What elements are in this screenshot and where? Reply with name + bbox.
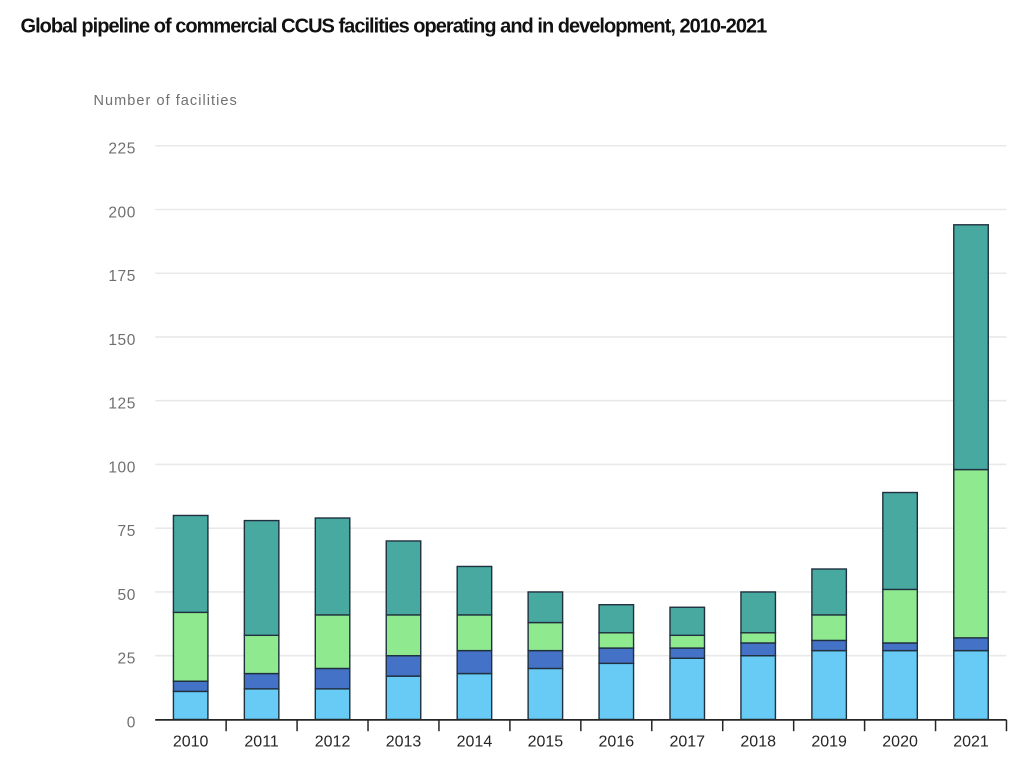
svg-text:2012: 2012 xyxy=(315,734,351,751)
svg-text:75: 75 xyxy=(118,523,136,540)
svg-text:2011: 2011 xyxy=(244,734,279,751)
svg-text:100: 100 xyxy=(108,459,136,476)
svg-text:2014: 2014 xyxy=(457,734,493,751)
svg-text:225: 225 xyxy=(108,141,136,158)
svg-text:Number of facilities: Number of facilities xyxy=(94,93,238,109)
svg-text:Global pipeline of commercial: Global pipeline of commercial CCUS facil… xyxy=(21,16,768,38)
svg-text:200: 200 xyxy=(108,204,136,221)
svg-text:2017: 2017 xyxy=(669,734,705,751)
svg-text:2018: 2018 xyxy=(740,734,776,751)
svg-text:175: 175 xyxy=(108,268,136,285)
svg-text:50: 50 xyxy=(118,587,136,604)
svg-text:2010: 2010 xyxy=(173,734,209,751)
svg-text:0: 0 xyxy=(127,714,136,731)
svg-text:2021: 2021 xyxy=(953,734,989,751)
svg-text:25: 25 xyxy=(118,651,136,668)
svg-text:2019: 2019 xyxy=(811,734,847,751)
svg-text:2020: 2020 xyxy=(882,734,918,751)
svg-text:2016: 2016 xyxy=(599,734,635,751)
svg-text:2015: 2015 xyxy=(528,734,564,751)
svg-text:150: 150 xyxy=(108,332,136,349)
svg-text:125: 125 xyxy=(108,396,136,413)
svg-text:2013: 2013 xyxy=(386,734,422,751)
